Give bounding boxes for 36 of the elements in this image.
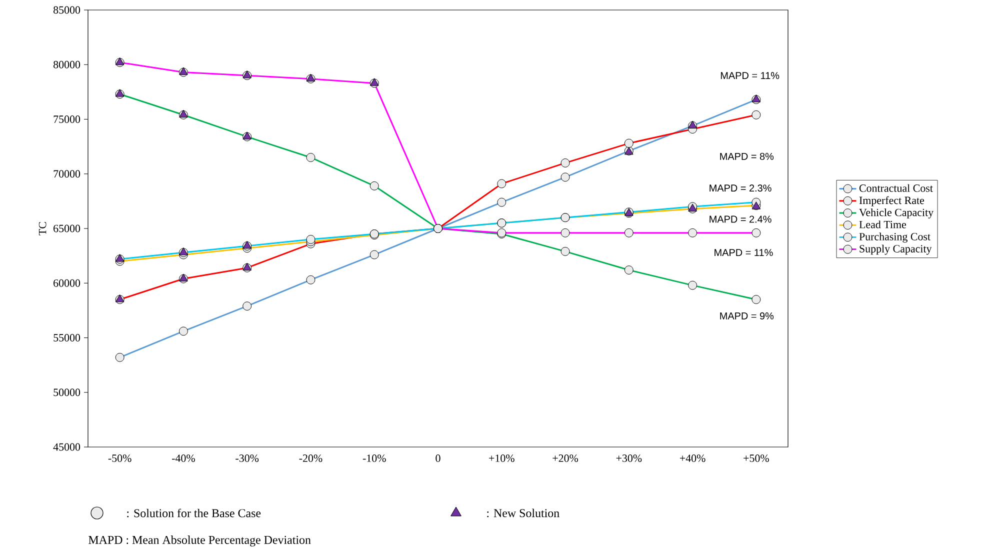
annotation: MAPD = 11%	[720, 72, 780, 80]
x-tick-label: +30%	[616, 454, 642, 462]
x-tick-label: +50%	[744, 454, 769, 462]
y-tick-label: 75000	[54, 116, 80, 123]
y-tick-label: 85000	[54, 6, 80, 14]
y-axis-title: TC	[38, 222, 46, 236]
y-tick-label: 65000	[54, 224, 80, 232]
annotation: MAPD = 8%	[720, 152, 774, 160]
annotation: MAPD = 9%	[720, 312, 774, 320]
x-tick-label: -10%	[362, 454, 386, 462]
y-tick-label: 60000	[54, 279, 80, 287]
x-tick-label: -20%	[299, 454, 322, 462]
y-tick-label: 70000	[54, 170, 80, 178]
annotation: MAPD = 2.4%	[710, 216, 772, 223]
legend-label: Vehicle Capacity	[859, 208, 934, 218]
x-tick-label: -40%	[172, 454, 195, 462]
y-tick-label: 50000	[54, 388, 80, 396]
x-tick-label: +10%	[489, 454, 514, 462]
legend-label: Supply Capacity	[860, 244, 932, 255]
legend-label: Imperfect Rate	[859, 196, 924, 206]
text: MAPD : Mean Absolute Percentage Deviation	[88, 536, 311, 546]
legend-label: Lead Time	[859, 220, 906, 228]
x-tick-label: +40%	[680, 454, 706, 462]
annotation: MAPD = 11%	[714, 249, 773, 256]
x-tick-label: -30%	[236, 454, 259, 462]
x-tick-label: -50%	[108, 454, 132, 462]
x-tick-label: 0	[436, 454, 440, 462]
legend-label: Contractual Cost	[859, 184, 933, 192]
x-tick-label: +20%	[552, 454, 578, 462]
y-tick-label: 45000	[53, 443, 80, 451]
y-tick-label: 80000	[54, 60, 80, 68]
annotation: MAPD = 2.3%	[710, 184, 772, 192]
legend-label: : New Solution	[487, 508, 560, 518]
text: : Solution for the Base Case	[127, 508, 261, 518]
legend-label: Purchasing Cost	[859, 232, 930, 243]
y-tick-label: 55000	[54, 334, 80, 342]
